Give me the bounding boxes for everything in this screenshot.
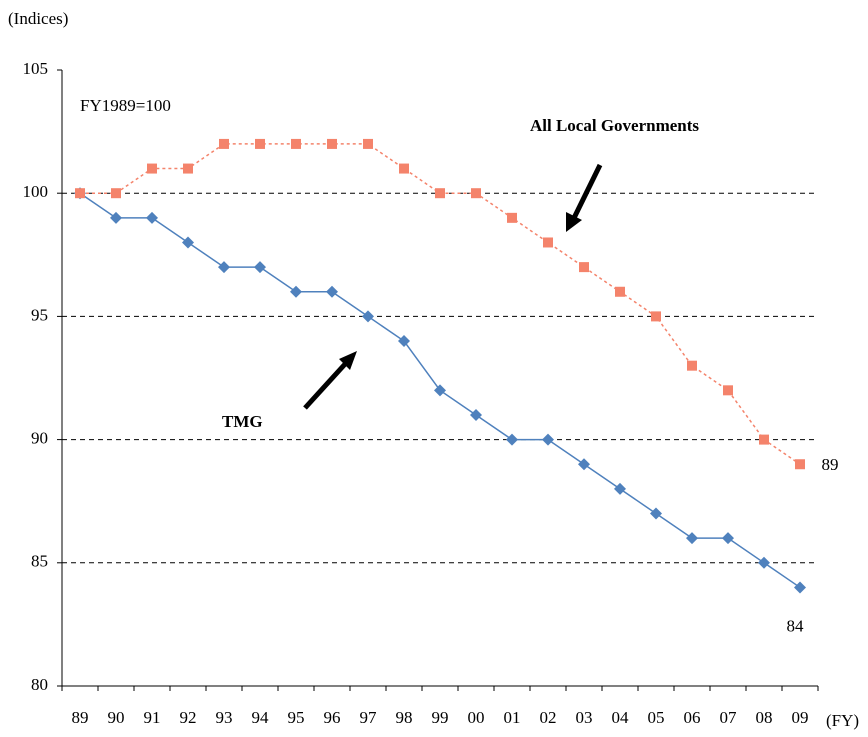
arrow: [566, 163, 603, 232]
x-axis-label: (FY): [826, 711, 859, 730]
x-tick-label: 06: [684, 708, 701, 727]
x-tick-label: 07: [720, 708, 738, 727]
arrow: [303, 351, 357, 410]
marker: [147, 163, 157, 174]
marker: [326, 285, 338, 298]
marker: [111, 188, 121, 199]
x-tick-label: 94: [252, 708, 270, 727]
marker: [182, 236, 194, 249]
annotation: FY1989=100: [80, 96, 171, 115]
marker: [255, 138, 265, 149]
y-tick-label: 100: [23, 182, 49, 201]
marker: [723, 385, 733, 396]
x-tick-label: 98: [396, 708, 413, 727]
marker: [578, 458, 590, 471]
marker: [651, 311, 661, 322]
marker: [758, 556, 770, 569]
x-tick-label: 04: [612, 708, 630, 727]
marker: [471, 188, 481, 199]
data-label: 84: [787, 616, 805, 635]
marker: [290, 285, 302, 298]
marker: [435, 188, 445, 199]
marker: [398, 335, 410, 348]
x-tick-label: 01: [504, 708, 521, 727]
series-label: TMG: [222, 412, 263, 431]
marker: [399, 163, 409, 174]
x-tick-label: 93: [216, 708, 233, 727]
marker: [327, 138, 337, 149]
x-tick-label: 99: [432, 708, 449, 727]
marker: [506, 433, 518, 446]
series-label: All Local Governments: [530, 116, 699, 135]
y-axis-label: (Indices): [8, 9, 68, 28]
y-tick-label: 85: [31, 552, 48, 571]
marker: [363, 138, 373, 149]
marker: [218, 261, 230, 274]
marker: [219, 138, 229, 149]
marker: [110, 211, 122, 224]
marker: [795, 459, 805, 470]
marker: [75, 188, 85, 199]
x-tick-label: 90: [108, 708, 125, 727]
x-tick-label: 89: [72, 708, 89, 727]
x-tick-label: 05: [648, 708, 665, 727]
marker: [146, 211, 158, 224]
y-tick-label: 95: [31, 305, 48, 324]
marker: [542, 433, 554, 446]
marker: [794, 581, 806, 594]
marker: [291, 138, 301, 149]
x-tick-label: 08: [756, 708, 773, 727]
marker: [183, 163, 193, 174]
x-tick-label: 02: [540, 708, 557, 727]
x-tick-label: 00: [468, 708, 485, 727]
marker: [650, 507, 662, 520]
x-tick-label: 03: [576, 708, 593, 727]
marker: [543, 237, 553, 248]
marker: [722, 532, 734, 545]
x-tick-label: 92: [180, 708, 197, 727]
y-tick-label: 105: [23, 59, 49, 78]
data-label: 89: [822, 455, 839, 474]
marker: [470, 408, 482, 421]
marker: [687, 360, 697, 371]
x-tick-label: 96: [324, 708, 341, 727]
y-tick-label: 90: [31, 429, 48, 448]
marker: [759, 434, 769, 445]
x-tick-label: 91: [144, 708, 161, 727]
marker: [362, 310, 374, 323]
marker: [614, 482, 626, 495]
marker: [686, 532, 698, 545]
marker: [254, 261, 266, 274]
marker: [434, 384, 446, 397]
x-tick-label: 09: [792, 708, 809, 727]
marker: [507, 212, 517, 223]
y-tick-label: 80: [31, 675, 48, 694]
x-tick-label: 97: [360, 708, 378, 727]
x-tick-label: 95: [288, 708, 305, 727]
marker: [579, 262, 589, 273]
marker: [615, 286, 625, 297]
